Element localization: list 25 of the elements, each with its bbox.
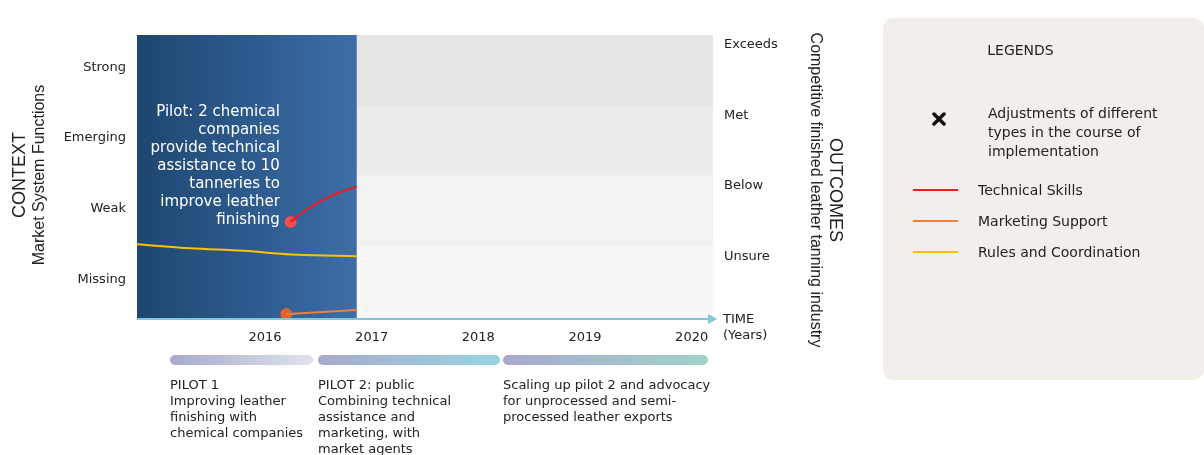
text: Weak — [90, 199, 127, 215]
legend-label: Rules and Coordination — [978, 244, 1141, 260]
text: Scaling up pilot 2 and advocacy for unprocessed and semi-processed leather exports — [503, 377, 712, 425]
y-axis-title: CONTEXT Market System Functions — [8, 84, 48, 266]
text: PILOT 2: public Combining technical assistance and marketing, with market agents — [318, 377, 453, 455]
x-axis-title: TIME (Years) — [722, 311, 768, 343]
text: Emerging — [63, 129, 126, 145]
legend-title: LEGENDS — [986, 42, 1055, 58]
text: Met — [724, 107, 749, 123]
x-tick-label: 2018 — [461, 329, 495, 345]
x-tick-label: 2017 — [355, 329, 389, 345]
legend-label: Marketing Support — [978, 213, 1108, 229]
text: Missing — [77, 270, 126, 286]
text: Unsure — [724, 248, 770, 264]
text: Adjustments of different types in the course of implementation — [988, 104, 1159, 161]
text: OUTCOMES Competitive finished leather tanning industry — [807, 32, 847, 348]
x-tick-label: 2020 — [675, 329, 709, 345]
x-tick-label: 2016 — [248, 329, 282, 345]
text: Exceeds — [724, 36, 779, 52]
text: Below — [724, 177, 764, 193]
x-tick-label: 2019 — [568, 329, 602, 345]
band-label: Pilot: 2 chemical companies provide technical assistance to 10 tanneries to improve leather finishing — [150, 102, 281, 229]
text: Strong — [83, 58, 126, 74]
text: PILOT 1 Improving leather finishing with chemical companies — [170, 377, 305, 441]
legend-label: Technical Skills — [978, 182, 1083, 198]
